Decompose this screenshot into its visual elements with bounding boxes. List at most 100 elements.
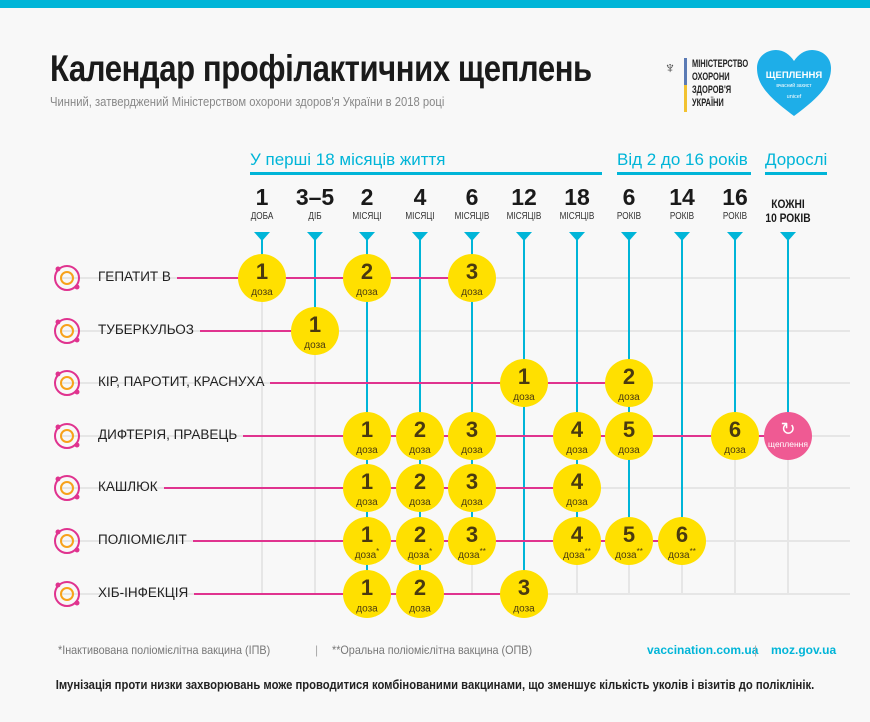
dose-number: 6 — [728, 417, 742, 442]
dose-label: доза — [553, 494, 601, 508]
combined-vaccines-note: Імунізація проти низки захворювань може … — [55, 678, 815, 692]
dose-text: доза — [618, 392, 640, 404]
top-bar — [0, 0, 870, 8]
dose-number: 6 — [675, 522, 689, 547]
dose-text: доза — [668, 550, 690, 562]
campaign-logo-text: ЩЕПЛЕННЯ вчасний захист unicef — [757, 70, 831, 100]
opv-footnote: **Оральна поліомієлітна вакцина (ОПВ) — [332, 643, 533, 657]
column-unit: РОКІВ — [722, 210, 748, 222]
dose-text: доза — [724, 445, 746, 457]
dose-footnote-mark: * — [429, 547, 433, 556]
dose-text: доза — [566, 497, 588, 509]
row-label: ТУБЕРКУЛЬОЗ — [98, 322, 194, 337]
dose-text: доза — [251, 287, 273, 299]
column-header: 3–5 ДІБ — [285, 184, 345, 222]
dose-circle: 3 доза** — [448, 517, 496, 565]
dose-circle: 1 доза* — [343, 517, 391, 565]
row-label: ГЕПАТИТ В — [98, 269, 171, 284]
dose-circle: 4 доза** — [553, 517, 601, 565]
dose-number: 3 — [465, 469, 479, 494]
row-line — [200, 330, 315, 332]
column-value: 18 — [564, 184, 590, 210]
campaign-tagline: вчасний захист — [776, 83, 812, 89]
grid-line — [60, 330, 850, 332]
dose-circle: 1 доза — [343, 464, 391, 512]
dose-number: 3 — [465, 259, 479, 284]
row-line — [270, 382, 629, 384]
dose-text: доза — [458, 550, 480, 562]
dose-number: 4 — [570, 469, 584, 494]
dose-label: доза — [500, 600, 548, 614]
dose-number: 5 — [622, 417, 636, 442]
page-title: Календар профілактичних щеплень — [50, 48, 592, 89]
dose-text: доза — [407, 550, 430, 562]
hepatitis-icon — [50, 261, 84, 295]
group-adults: Дорослі — [765, 150, 828, 169]
dose-circle: 2 доза — [396, 464, 444, 512]
dose-number: 3 — [517, 575, 531, 600]
dose-circle: 2 доза — [396, 570, 444, 618]
dose-label: доза — [343, 284, 391, 298]
moz-link[interactable]: moz.gov.ua — [771, 643, 837, 657]
grid-line — [261, 240, 263, 595]
dose-number: 1 — [360, 575, 374, 600]
column-header: 6 РОКІВ — [599, 184, 659, 222]
dose-circle: 6 доза — [711, 412, 759, 460]
column-unit: МІСЯЦІ — [405, 210, 435, 222]
heart-logo-icon — [757, 50, 831, 116]
vaccination-link[interactable]: vaccination.com.ua — [647, 643, 759, 657]
dose-label: доза* — [343, 547, 391, 561]
arrow-down-icon — [307, 232, 323, 241]
dose-number: 1 — [308, 312, 322, 337]
dose-label: доза — [343, 494, 391, 508]
dose-number: 3 — [465, 522, 479, 547]
dose-circle: 1 доза — [343, 570, 391, 618]
dose-text: доза — [409, 497, 431, 509]
column-value: 3–5 — [295, 184, 335, 210]
arrow-down-icon — [359, 232, 375, 241]
dose-circle: 1 доза — [291, 307, 339, 355]
column-header: 12 МІСЯЦІВ — [494, 184, 554, 222]
dose-text: доза — [615, 550, 637, 562]
campaign-title: ЩЕПЛЕННЯ — [765, 70, 823, 81]
dose-circle: 1 доза — [500, 359, 548, 407]
dose-number: 1 — [360, 469, 374, 494]
column-unit: 10 РОКІВ — [765, 211, 811, 225]
dose-circle: 1 доза — [343, 412, 391, 460]
arrow-down-icon — [412, 232, 428, 241]
dose-circle: 6 доза** — [658, 517, 706, 565]
column-value: 4 — [413, 184, 427, 210]
unicef-logo: unicef — [786, 94, 802, 100]
arrow-down-icon — [254, 232, 270, 241]
dose-number: 4 — [570, 417, 584, 442]
dose-label: доза — [605, 442, 653, 456]
column-line — [314, 240, 316, 331]
dose-text: доза — [304, 340, 326, 352]
column-value: 16 — [722, 184, 748, 210]
separator: | — [754, 643, 758, 657]
column-header: КОЖНІ 10 РОКІВ — [758, 197, 818, 225]
refresh-icon: ↻ — [780, 419, 796, 439]
dose-number: 1 — [360, 522, 374, 547]
dose-label: доза — [448, 442, 496, 456]
dose-circle: 2 доза* — [396, 517, 444, 565]
dose-circle: 3 доза — [448, 254, 496, 302]
dose-footnote-mark: ** — [479, 547, 486, 556]
column-header: 16 РОКІВ — [705, 184, 765, 222]
column-header: 2 МІСЯЦІ — [337, 184, 397, 222]
dose-circle: 2 доза — [605, 359, 653, 407]
dose-circle: 4 доза — [553, 464, 601, 512]
dose-label: доза** — [605, 547, 653, 561]
revaccination-label: щеплення — [768, 439, 808, 449]
dose-number: 2 — [413, 417, 427, 442]
arrow-down-icon — [621, 232, 637, 241]
dose-label: доза* — [396, 547, 444, 561]
dose-number: 2 — [360, 259, 374, 284]
dose-number: 2 — [413, 522, 427, 547]
dose-text: доза — [356, 287, 378, 299]
ipv-footnote: *Інактивована поліомієлітна вакцина (ІПВ… — [58, 643, 271, 657]
ministry-name: МІНІСТЕРСТВО ОХОРОНИ ЗДОРОВ'Я УКРАЇНИ — [692, 58, 748, 112]
column-unit: МІСЯЦІВ — [559, 210, 595, 222]
polio-icon — [50, 524, 84, 558]
column-header: 1 ДОБА — [232, 184, 292, 222]
